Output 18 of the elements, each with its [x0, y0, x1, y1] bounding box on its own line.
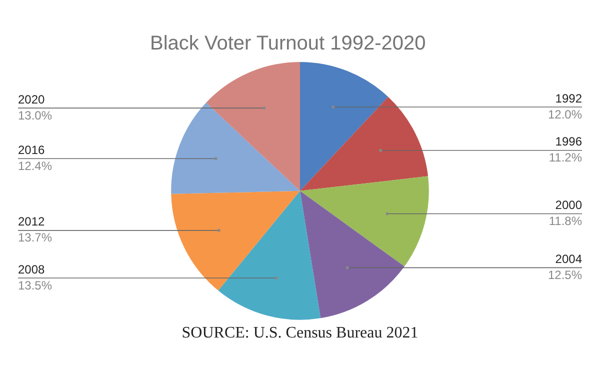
slice-label: 2008 [18, 262, 46, 276]
slice-label: 2004 [555, 252, 582, 266]
slice-label: 1992 [555, 91, 582, 106]
data-label: 12.0% [548, 107, 582, 122]
slice-label: 2020 [18, 92, 46, 106]
chart-title: Black Voter Turnout 1992-2020 [150, 32, 426, 55]
slice-label: 2016 [18, 142, 46, 157]
data-label: 13.7% [18, 230, 52, 245]
data-label: 11.2% [548, 150, 582, 165]
data-label: 13.5% [18, 278, 52, 292]
slice-label: 2000 [555, 198, 582, 212]
data-label: 12.5% [548, 268, 582, 282]
slice-label: 2012 [18, 214, 46, 229]
data-label: 11.8% [548, 214, 582, 228]
data-label: 13.0% [18, 108, 52, 122]
data-label: 12.4% [18, 158, 52, 173]
slice-label: 1996 [555, 134, 582, 149]
source-note: SOURCE: U.S. Census Bureau 2021 [182, 324, 418, 342]
